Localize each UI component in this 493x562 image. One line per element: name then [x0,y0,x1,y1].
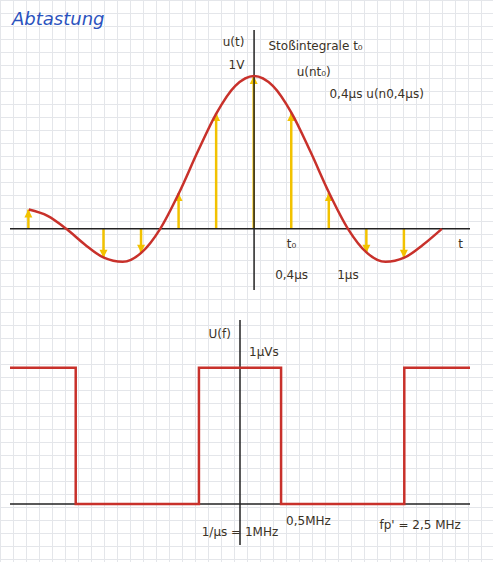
svg-text:0,4µs: 0,4µs [275,268,308,282]
svg-text:U(f): U(f) [209,327,231,341]
svg-text:u(nt₀): u(nt₀) [297,65,331,79]
svg-text:1V: 1V [229,58,246,72]
svg-text:1µVs: 1µVs [249,345,279,359]
svg-text:1/µs = 1MHz: 1/µs = 1MHz [202,525,279,539]
svg-text:0,4µs u(n0,4µs): 0,4µs u(n0,4µs) [329,87,423,101]
svg-text:t₀: t₀ [287,237,297,251]
svg-text:1µs: 1µs [337,268,359,282]
html-text:Abtastung: Abtastung [12,8,105,29]
svg-text:u(t): u(t) [223,35,245,49]
svg-text:t: t [458,237,463,251]
svg-text:0,5MHz: 0,5MHz [286,514,331,528]
svg-text:fp' = 2,5 MHz: fp' = 2,5 MHz [379,518,460,532]
svg-text:Stoßintegrale t₀: Stoßintegrale t₀ [268,39,362,53]
